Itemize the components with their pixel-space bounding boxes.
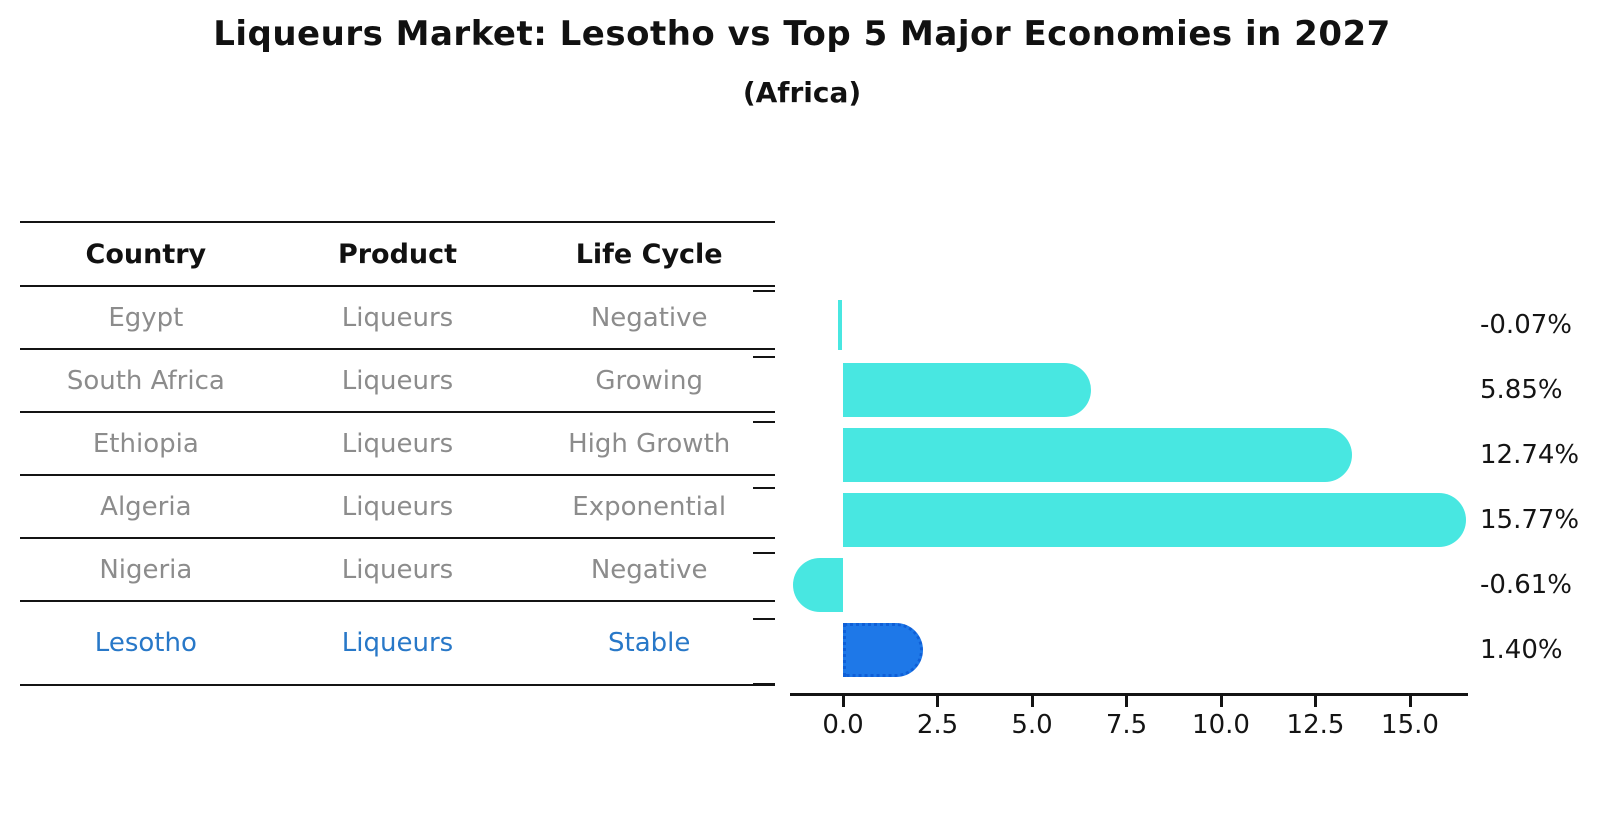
table-cell-product: Liqueurs	[341, 302, 454, 333]
table-row-egypt: Egypt Liqueurs Negative	[20, 287, 775, 350]
page-subtitle: (Africa)	[742, 76, 862, 109]
y-axis-tick	[753, 617, 775, 620]
x-axis-tick	[1314, 696, 1317, 707]
table-cell-product: Liqueurs	[341, 365, 454, 396]
bar-nigeria	[792, 558, 843, 612]
bar-lesotho	[843, 623, 923, 677]
comparison-table: Country Product Life Cycle Egypt Liqueurs…	[20, 221, 775, 686]
bar-value-label-algeria: 15.77%	[1480, 505, 1580, 535]
x-axis-tick	[841, 696, 845, 707]
x-axis-tick-label: 7.5	[1105, 710, 1148, 740]
bar-value-label-lesotho: 1.40%	[1480, 635, 1563, 665]
y-axis-tick	[753, 486, 775, 489]
table-cell-country: Algeria	[100, 491, 192, 522]
table-cell-country: Ethiopia	[92, 428, 199, 459]
table-header-country: Country	[85, 238, 207, 270]
table-row-lesotho: Lesotho Liqueurs Stable	[20, 602, 775, 686]
bar-algeria	[843, 493, 1467, 547]
table-cell-country: Nigeria	[99, 554, 193, 585]
y-axis-tick	[753, 290, 775, 292]
x-axis-tick-label: 5.0	[1011, 710, 1053, 740]
x-axis-tick	[1125, 696, 1128, 707]
page-title: Liqueurs Market: Lesotho vs Top 5 Major …	[213, 14, 1391, 54]
table-header-life-cycle: Life Cycle	[575, 238, 723, 270]
bar-ethiopia	[843, 428, 1352, 482]
table-cell-life-cycle: High Growth	[568, 428, 731, 459]
table-cell-country: Lesotho	[94, 628, 197, 658]
y-axis-tick	[753, 683, 775, 685]
table-row-ethiopia: Ethiopia Liqueurs High Growth	[20, 413, 775, 476]
y-axis-tick	[753, 355, 775, 358]
bar-value-label-south-africa: 5.85%	[1480, 375, 1563, 405]
x-axis-tick	[1030, 696, 1034, 707]
x-axis-tick-label: 15.0	[1381, 710, 1439, 740]
table-header-product: Product	[337, 238, 458, 270]
table-cell-product: Liqueurs	[341, 628, 454, 658]
table-cell-country: Egypt	[108, 302, 184, 333]
bar-egypt	[838, 300, 843, 350]
table-cell-life-cycle: Exponential	[572, 491, 727, 522]
bar-value-label-nigeria: -0.61%	[1480, 570, 1572, 600]
x-axis-line	[790, 693, 1468, 696]
x-axis-tick-label: 2.5	[916, 710, 959, 740]
x-axis-tick	[1408, 696, 1412, 707]
table-row-nigeria: Nigeria Liqueurs Negative	[20, 539, 775, 602]
bar-south-africa	[843, 363, 1092, 417]
x-axis-tick	[1219, 696, 1223, 707]
table-row-algeria: Algeria Liqueurs Exponential	[20, 476, 775, 539]
x-axis-tick	[936, 696, 939, 707]
table-cell-life-cycle: Negative	[590, 554, 708, 585]
bar-value-label-ethiopia: 12.74%	[1480, 440, 1580, 470]
table-cell-life-cycle: Stable	[608, 628, 691, 658]
table-cell-product: Liqueurs	[341, 428, 454, 459]
y-axis-tick	[753, 421, 775, 423]
table-cell-product: Liqueurs	[341, 491, 454, 522]
growth-bar-chart: 0.0 2.5 5.0 7.5 10.0 12.5 15.0 -0.07% 5.85% 12.7…	[753, 290, 1604, 760]
table-cell-life-cycle: Negative	[590, 302, 708, 333]
table-cell-country: South Africa	[66, 365, 225, 396]
table-cell-product: Liqueurs	[341, 554, 454, 585]
table-body: Egypt Liqueurs Negative South Africa Liqueur…	[20, 287, 775, 686]
y-axis-tick	[753, 552, 775, 554]
x-axis-tick-label: 10.0	[1192, 710, 1250, 740]
x-axis-tick-label: 0.0	[822, 710, 864, 740]
table-row-south-africa: South Africa Liqueurs Growing	[20, 350, 775, 413]
bar-value-label-egypt: -0.07%	[1480, 310, 1572, 340]
x-axis-tick-label: 12.5	[1286, 710, 1345, 740]
table-header-row: Country Product Life Cycle	[20, 221, 775, 287]
table-cell-life-cycle: Growing	[595, 365, 703, 396]
